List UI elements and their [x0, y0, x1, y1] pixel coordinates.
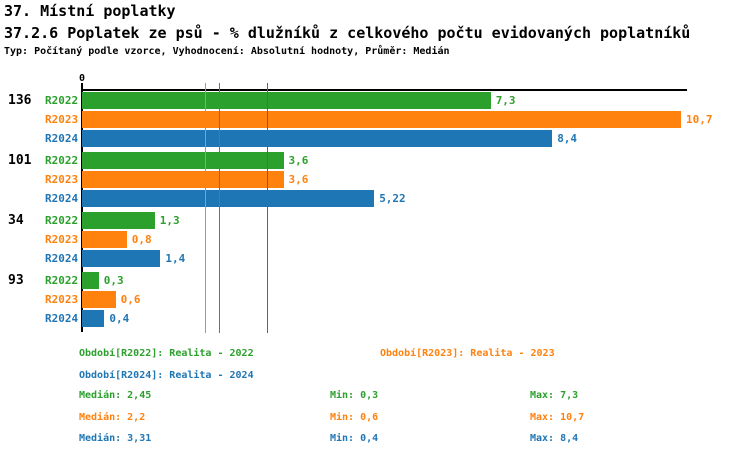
median-line-r2022 [219, 83, 221, 333]
legend-median-r2022: Medián: 2,45 [79, 390, 152, 401]
series-label-r2023: R2023 [45, 293, 79, 306]
legend-min-r2023: Min: 0,6 [330, 412, 379, 423]
legend-min-r2024: Min: 0,4 [330, 433, 379, 444]
value-label: 3,6 [288, 173, 309, 186]
bar-r2022 [82, 92, 491, 109]
legend-min-r2022: Min: 0,3 [330, 390, 379, 401]
series-label-r2024: R2024 [45, 132, 79, 145]
median-line-r2023 [205, 83, 207, 333]
series-label-r2023: R2023 [45, 233, 79, 246]
x-axis-tick-zero: 0 [78, 73, 86, 84]
value-label: 0,3 [103, 274, 124, 287]
value-label: 10,7 [686, 113, 713, 126]
median-line-r2024 [267, 83, 269, 333]
bar-r2022 [82, 152, 284, 169]
legend-max-r2024: Max: 8,4 [530, 433, 579, 444]
x-axis-line [81, 89, 687, 91]
value-label: 0,6 [120, 293, 141, 306]
legend-period-r2022: Období[R2022]: Realita - 2022 [79, 348, 254, 359]
value-label: 7,3 [495, 94, 516, 107]
legend-period-r2023: Období[R2023]: Realita - 2023 [380, 348, 555, 359]
category-label: 101 [8, 153, 32, 168]
bar-r2023 [82, 231, 127, 248]
bar-r2024 [82, 310, 105, 327]
legend-max-r2022: Max: 7,3 [530, 390, 579, 401]
legend-median-r2023: Medián: 2,2 [79, 412, 146, 423]
bar-r2023 [82, 111, 681, 128]
legend-median-r2024: Medián: 3,31 [79, 433, 152, 444]
value-label: 1,4 [165, 252, 186, 265]
series-label-r2024: R2024 [45, 192, 79, 205]
bar-r2024 [82, 250, 161, 267]
value-label: 5,22 [379, 192, 406, 205]
bar-r2024 [82, 190, 375, 207]
legend-max-r2023: Max: 10,7 [530, 412, 585, 423]
value-label: 0,8 [131, 233, 152, 246]
chart-meta-line: Typ: Počítaný podle vzorce, Vyhodnocení:… [4, 46, 450, 57]
bar-r2022 [82, 272, 99, 289]
page-title: 37. Místní poplatky [4, 2, 176, 20]
chart-title: 37.2.6 Poplatek ze psů - % dlužníků z ce… [4, 24, 691, 42]
y-axis-line [81, 83, 83, 332]
value-label: 0,4 [109, 312, 130, 325]
series-label-r2022: R2022 [45, 214, 79, 227]
series-label-r2022: R2022 [45, 94, 79, 107]
value-label: 1,3 [159, 214, 180, 227]
bar-r2023 [82, 291, 116, 308]
category-label: 34 [8, 213, 24, 228]
category-label: 136 [8, 93, 32, 108]
series-label-r2024: R2024 [45, 312, 79, 325]
value-label: 3,6 [288, 154, 309, 167]
series-label-r2022: R2022 [45, 274, 79, 287]
series-label-r2023: R2023 [45, 113, 79, 126]
series-label-r2024: R2024 [45, 252, 79, 265]
series-label-r2023: R2023 [45, 173, 79, 186]
series-label-r2022: R2022 [45, 154, 79, 167]
legend-period-r2024: Období[R2024]: Realita - 2024 [79, 370, 254, 381]
bar-r2023 [82, 171, 284, 188]
bar-r2024 [82, 130, 553, 147]
value-label: 8,4 [557, 132, 578, 145]
bar-r2022 [82, 212, 155, 229]
category-label: 93 [8, 273, 24, 288]
